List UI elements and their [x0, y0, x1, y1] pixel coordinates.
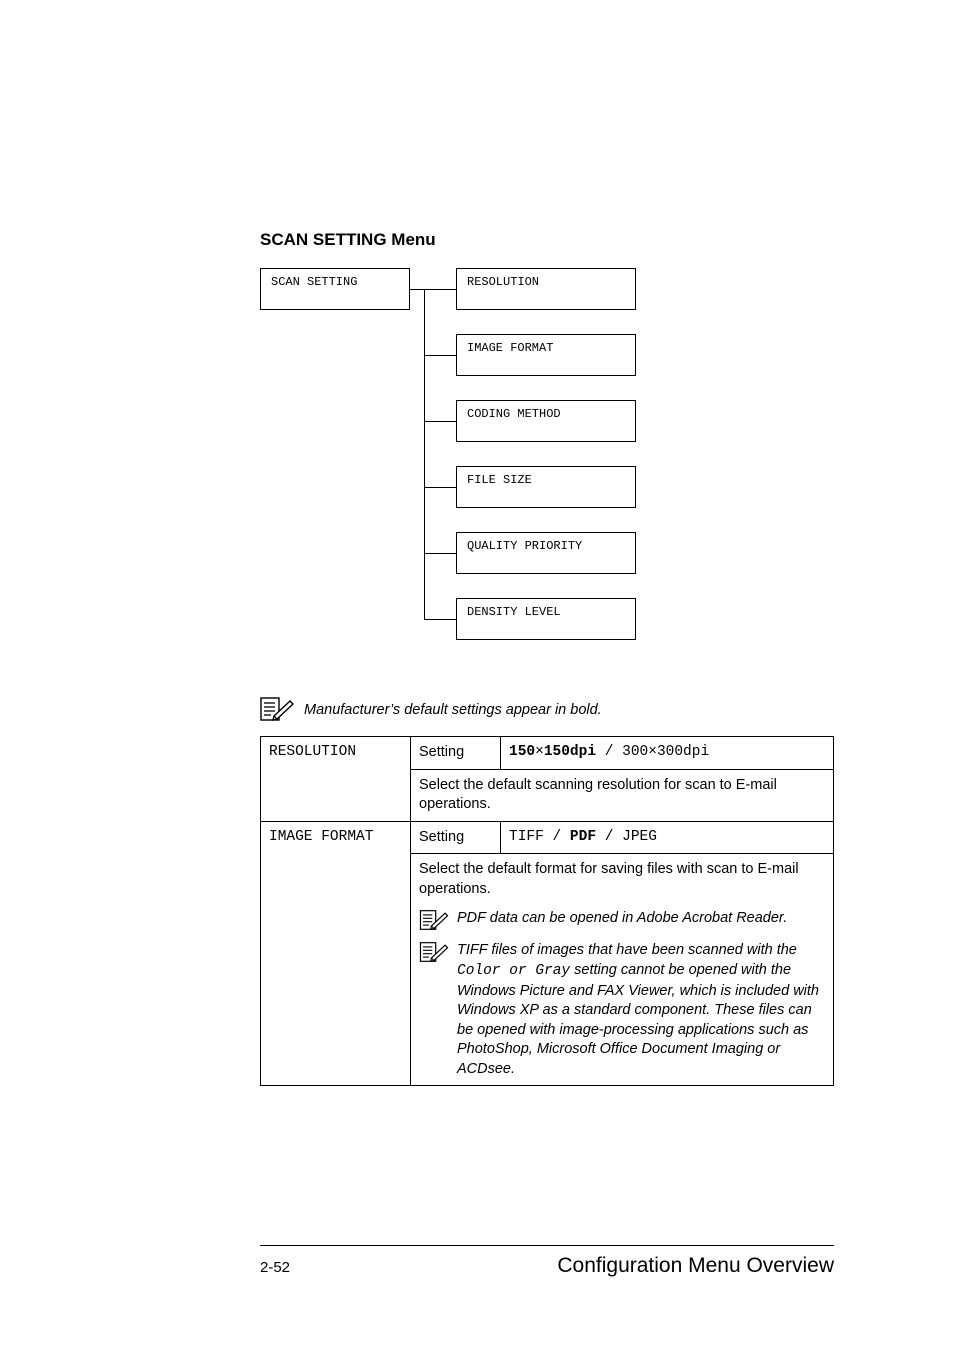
settings-table: RESOLUTION Setting 150×150dpi / 300×300d…	[260, 736, 834, 1086]
defaults-note-text: Manufacturer’s default settings appear i…	[304, 696, 602, 718]
tree-connector	[424, 553, 456, 554]
inline-note-text: PDF data can be opened in Adobe Acrobat …	[457, 909, 825, 929]
defaults-note: Manufacturer’s default settings appear i…	[260, 696, 834, 722]
opt: 300	[622, 744, 648, 760]
opt-bold: 150dpi	[544, 744, 596, 760]
inline-note-text: TIFF files of images that have been scan…	[457, 941, 825, 1079]
setting-desc: Select the default scanning resolution f…	[411, 769, 834, 821]
tree-connector	[424, 421, 456, 422]
tree-node: QUALITY PRIORITY	[456, 532, 636, 574]
setting-label: Setting	[411, 737, 501, 770]
tree-connector	[410, 289, 424, 290]
tree-connector	[424, 289, 425, 619]
inline-note: TIFF files of images that have been scan…	[419, 941, 825, 1079]
table-row: RESOLUTION Setting 150×150dpi / 300×300d…	[261, 737, 834, 770]
table-row: IMAGE FORMAT Setting TIFF / PDF / JPEG	[261, 821, 834, 854]
section-heading: SCAN SETTING Menu	[260, 230, 834, 250]
setting-options: TIFF / PDF / JPEG	[501, 821, 834, 854]
tree-node: CODING METHOD	[456, 400, 636, 442]
footer: 2-52 Configuration Menu Overview	[260, 1254, 834, 1278]
tree-node: FILE SIZE	[456, 466, 636, 508]
tree-node: RESOLUTION	[456, 268, 636, 310]
note-icon	[419, 909, 449, 931]
opt-bold: 150	[509, 744, 535, 760]
setting-options: 150×150dpi / 300×300dpi	[501, 737, 834, 770]
tree-connector	[424, 619, 456, 620]
opt: TIFF	[509, 829, 544, 845]
page: SCAN SETTING Menu SCAN SETTING RESOLUTIO…	[0, 0, 954, 1350]
tree-connector	[424, 487, 456, 488]
setting-desc: Select the default format for saving fil…	[419, 860, 825, 899]
opt-bold: PDF	[570, 829, 596, 845]
setting-key: IMAGE FORMAT	[261, 821, 411, 1086]
tree-node: IMAGE FORMAT	[456, 334, 636, 376]
tree-connector	[424, 355, 456, 356]
note-lead: TIFF files of images that have been scan…	[457, 942, 797, 958]
menu-tree: SCAN SETTING RESOLUTION IMAGE FORMAT COD…	[260, 268, 834, 688]
opt: JPEG	[622, 829, 657, 845]
footer-title: Configuration Menu Overview	[557, 1254, 834, 1278]
setting-label: Setting	[411, 821, 501, 854]
note-icon	[419, 941, 449, 963]
note-tail: setting cannot be opened with the Window…	[457, 962, 819, 1077]
tree-root: SCAN SETTING	[260, 268, 410, 310]
tree-node: DENSITY LEVEL	[456, 598, 636, 640]
footer-rule	[260, 1245, 834, 1246]
setting-key: RESOLUTION	[261, 737, 411, 822]
note-icon	[260, 696, 294, 722]
note-code: Color or Gray	[457, 963, 570, 979]
opt: 300dpi	[657, 744, 709, 760]
tree-connector	[424, 289, 456, 290]
setting-desc-cell: Select the default format for saving fil…	[411, 854, 834, 1086]
page-number: 2-52	[260, 1259, 290, 1276]
inline-note: PDF data can be opened in Adobe Acrobat …	[419, 909, 825, 931]
